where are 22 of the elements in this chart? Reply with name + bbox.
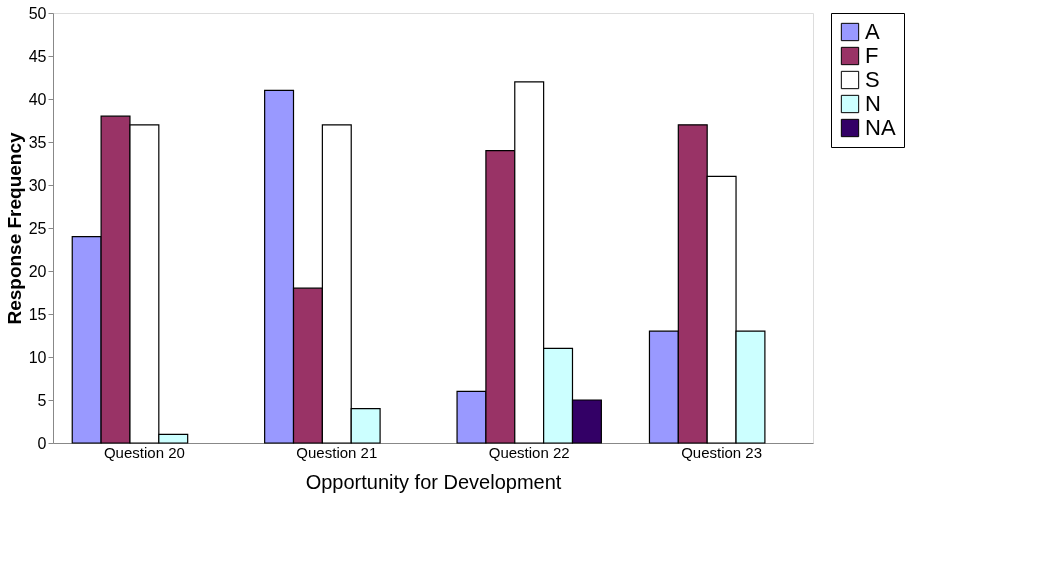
y-axis-title: Response Frequency (3, 131, 25, 325)
y-tick-label: 45 (28, 47, 47, 65)
legend-label: F (865, 43, 879, 68)
y-tick-label: 20 (28, 262, 47, 280)
y-tick-label: 25 (28, 219, 47, 237)
x-tick-label: Question 20 (103, 443, 185, 461)
y-tick-label: 30 (28, 176, 47, 194)
x-tick-label: Question 21 (296, 443, 378, 461)
legend-label: NA (865, 115, 896, 140)
x-axis-title: Opportunity for Development (305, 470, 562, 493)
legend-label: A (865, 19, 880, 44)
y-tick-label: 40 (28, 90, 47, 108)
x-tick-label: Question 22 (488, 443, 570, 461)
x-tick-label: Question 23 (681, 443, 763, 461)
legend-label: N (865, 91, 881, 116)
y-tick-label: 0 (37, 434, 47, 452)
y-tick-label: 15 (28, 305, 47, 323)
y-tick-label: 35 (28, 133, 47, 151)
legend-label: S (865, 67, 880, 92)
y-tick-label: 10 (28, 348, 47, 366)
y-tick-label: 5 (37, 391, 47, 409)
y-tick-label: 50 (28, 4, 47, 22)
